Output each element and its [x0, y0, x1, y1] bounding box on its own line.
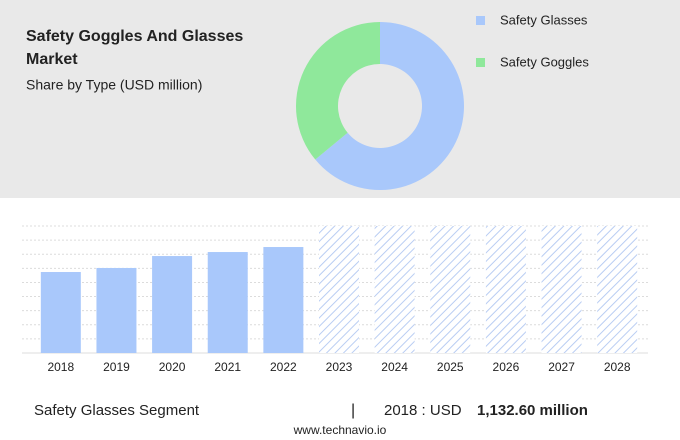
forecast-bar: [319, 226, 359, 353]
x-tick-label: 2021: [214, 360, 241, 374]
forecast-bar: [541, 226, 582, 353]
x-tick-label: 2026: [493, 360, 520, 374]
chart-subtitle: Share by Type (USD million): [26, 77, 202, 93]
donut-slice: [295, 22, 380, 160]
bar: [207, 252, 248, 353]
x-tick-label: 2023: [326, 360, 353, 374]
separator: |: [351, 402, 355, 419]
highlight-label: 2018 : USD: [384, 402, 462, 419]
bar: [40, 272, 81, 353]
bar: [263, 247, 304, 353]
bar: [152, 256, 193, 353]
bar: [96, 267, 137, 353]
x-tick-label: 2028: [604, 360, 631, 374]
x-tick-label: 2024: [381, 360, 408, 374]
forecast-bar: [374, 226, 415, 353]
legend-label: Safety Goggles: [500, 54, 589, 69]
legend-label: Safety Glasses: [500, 12, 588, 27]
x-tick-label: 2027: [548, 360, 575, 374]
forecast-bar: [597, 226, 638, 353]
legend-swatch: [476, 58, 485, 67]
highlight-value: 1,132.60 million: [477, 402, 588, 419]
legend-swatch: [476, 16, 485, 25]
source: www.technavio.io: [293, 423, 387, 437]
x-tick-label: 2025: [437, 360, 464, 374]
x-tick-label: 2019: [103, 360, 130, 374]
donut-slice: [315, 22, 464, 190]
x-tick-label: 2020: [159, 360, 186, 374]
segment-label: Safety Glasses Segment: [34, 402, 200, 419]
chart-title: Safety Goggles And Glasses Market: [26, 28, 243, 68]
x-tick-label: 2018: [47, 360, 74, 374]
forecast-bar: [485, 226, 526, 353]
x-tick-label: 2022: [270, 360, 297, 374]
forecast-bar: [430, 226, 471, 353]
